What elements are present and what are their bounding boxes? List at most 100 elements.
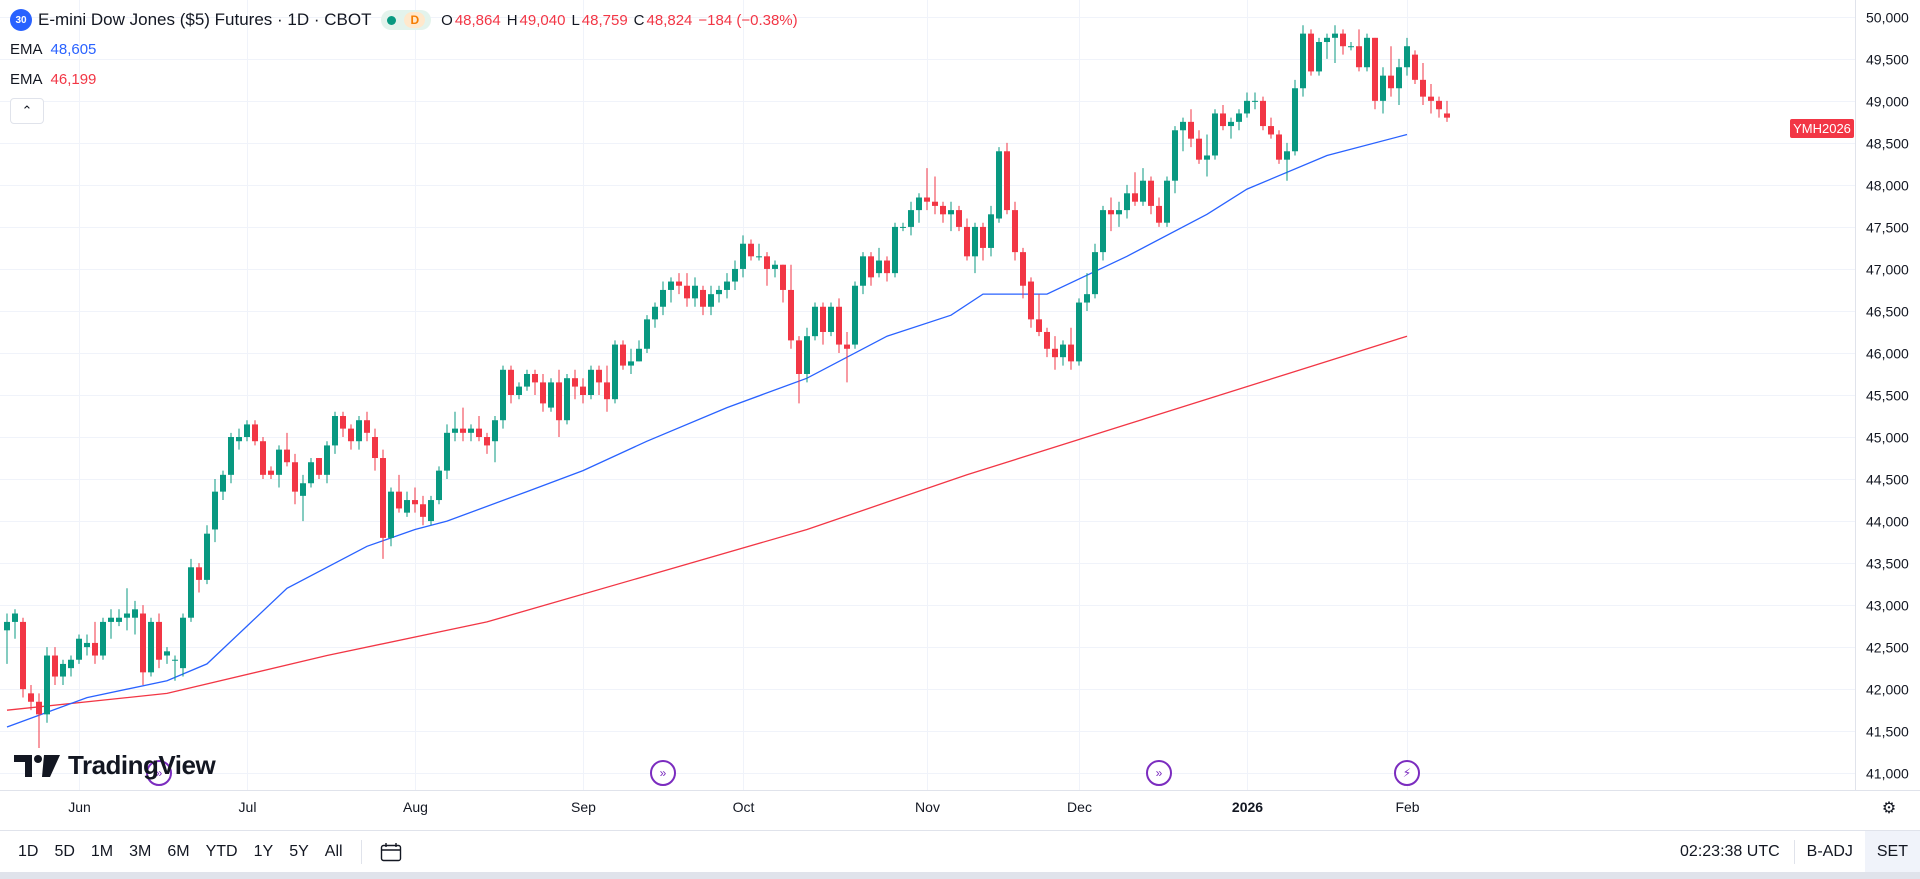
candle-body — [84, 642, 90, 648]
indicator-ema-slow[interactable]: EMA 46,199 — [10, 71, 96, 88]
candle-body — [964, 226, 970, 257]
candle-body — [1228, 121, 1234, 127]
candle — [540, 373, 546, 412]
candle — [4, 613, 10, 664]
candle — [236, 428, 242, 450]
candle-body — [308, 462, 314, 484]
candle — [788, 264, 794, 349]
candle — [308, 458, 314, 488]
timeframe-6m-button[interactable]: 6M — [167, 843, 190, 860]
candle-body — [1268, 126, 1274, 135]
y-tick-label: 41,500 — [1866, 724, 1909, 740]
candle — [964, 218, 970, 261]
candle-body — [780, 264, 786, 290]
candle — [1044, 327, 1050, 358]
candle — [1036, 294, 1042, 337]
candle-body — [828, 306, 834, 332]
ohlc-low-value: 48,759 — [581, 11, 628, 29]
candle-body — [1380, 75, 1386, 101]
y-tick-label: 45,000 — [1866, 430, 1909, 446]
candle — [1052, 336, 1058, 370]
candle — [324, 441, 330, 484]
candle-body — [628, 361, 634, 366]
settlement-button[interactable]: SET — [1864, 831, 1920, 873]
timeframe-5y-button[interactable]: 5Y — [289, 843, 309, 860]
candle-body — [1444, 113, 1450, 118]
candle-body — [100, 621, 106, 656]
flash-icon[interactable]: ⚡ — [1394, 760, 1420, 786]
timeframe-ytd-button[interactable]: YTD — [205, 843, 238, 860]
candle — [228, 432, 234, 484]
collapse-legend-button[interactable]: ⌃ — [10, 98, 44, 124]
candle-body — [836, 306, 842, 345]
candle — [932, 176, 938, 215]
y-tick-label: 43,000 — [1866, 598, 1909, 614]
candle-body — [972, 226, 978, 257]
candle-body — [388, 491, 394, 538]
ohlc-open-label: O — [441, 11, 453, 29]
symbol-title[interactable]: E-mini Dow Jones ($5) Futures · 1D · CBO… — [38, 10, 372, 29]
candle-body — [1364, 37, 1370, 68]
replay-icon[interactable]: » — [146, 760, 172, 786]
date-range-button[interactable] — [372, 837, 410, 867]
candle — [796, 336, 802, 404]
candle — [676, 273, 682, 295]
candle — [700, 285, 706, 316]
grid — [0, 0, 1855, 790]
candle-body — [724, 281, 730, 290]
symbol-logo[interactable]: 30 — [10, 9, 32, 31]
timeframe-5d-button[interactable]: 5D — [54, 843, 75, 860]
chart-canvas[interactable]: 41,000 41,500 42,000 42,500 43,000 43,500 44,0… — [0, 0, 1920, 830]
candle — [132, 600, 138, 635]
candle-body — [1076, 302, 1082, 362]
utc-clock[interactable]: 02:23:38 UTC — [1680, 843, 1780, 860]
x-tick-label: Jun — [68, 799, 91, 815]
candle-body — [284, 449, 290, 463]
market-status-pill[interactable]: D — [381, 10, 432, 30]
timeframe-1y-button[interactable]: 1Y — [253, 843, 274, 860]
candle — [20, 617, 26, 698]
tradingview-logo[interactable]: TradingView — [14, 750, 216, 781]
candle-body — [612, 344, 618, 400]
candle-body — [1012, 210, 1018, 253]
candle — [516, 382, 522, 400]
candle — [380, 449, 386, 559]
candle-body — [700, 289, 706, 307]
candle — [36, 693, 42, 748]
candle — [220, 470, 226, 501]
candle — [1428, 84, 1434, 114]
candle-body — [516, 386, 522, 395]
timeframe-1m-button[interactable]: 1M — [90, 843, 114, 860]
timeframe-all-button[interactable]: All — [324, 843, 343, 860]
candle — [1060, 340, 1066, 366]
candle — [1188, 109, 1194, 148]
candle-body — [924, 197, 930, 202]
candle — [1436, 96, 1442, 118]
candle — [852, 281, 858, 349]
candle-body — [228, 437, 234, 475]
replay-icon[interactable]: » — [650, 760, 676, 786]
candle-body — [164, 651, 170, 656]
indicator-ema-fast[interactable]: EMA 48,605 — [10, 41, 96, 58]
axis-settings-button[interactable]: ⚙ — [1878, 797, 1900, 819]
candle-body — [316, 458, 322, 475]
candles — [4, 25, 1450, 748]
candle — [300, 474, 306, 522]
timeframe-1d-button[interactable]: 1D — [18, 843, 39, 860]
candle-body — [1124, 193, 1130, 211]
replay-icon[interactable]: » — [1146, 760, 1172, 786]
back-adjust-button[interactable]: B-ADJ — [1806, 843, 1853, 860]
timeframe-3m-button[interactable]: 3M — [129, 843, 152, 860]
candle-body — [180, 617, 186, 669]
candle-body — [556, 382, 562, 421]
time-axis[interactable]: Jun Jul Aug Sep Oct Nov Dec 2026 Feb — [68, 799, 1420, 815]
y-tick-label: 49,500 — [1866, 52, 1909, 68]
candle — [1140, 168, 1146, 206]
tradingview-logo-icon — [14, 754, 60, 777]
price-axis[interactable]: 41,000 41,500 42,000 42,500 43,000 43,500 44,0… — [1866, 10, 1909, 782]
candle-body — [764, 256, 770, 269]
ohlc-open-value: 48,864 — [454, 11, 501, 29]
delayed-badge: D — [404, 12, 426, 28]
tradingview-logo-text: TradingView — [68, 750, 216, 780]
candle-body — [428, 500, 434, 522]
